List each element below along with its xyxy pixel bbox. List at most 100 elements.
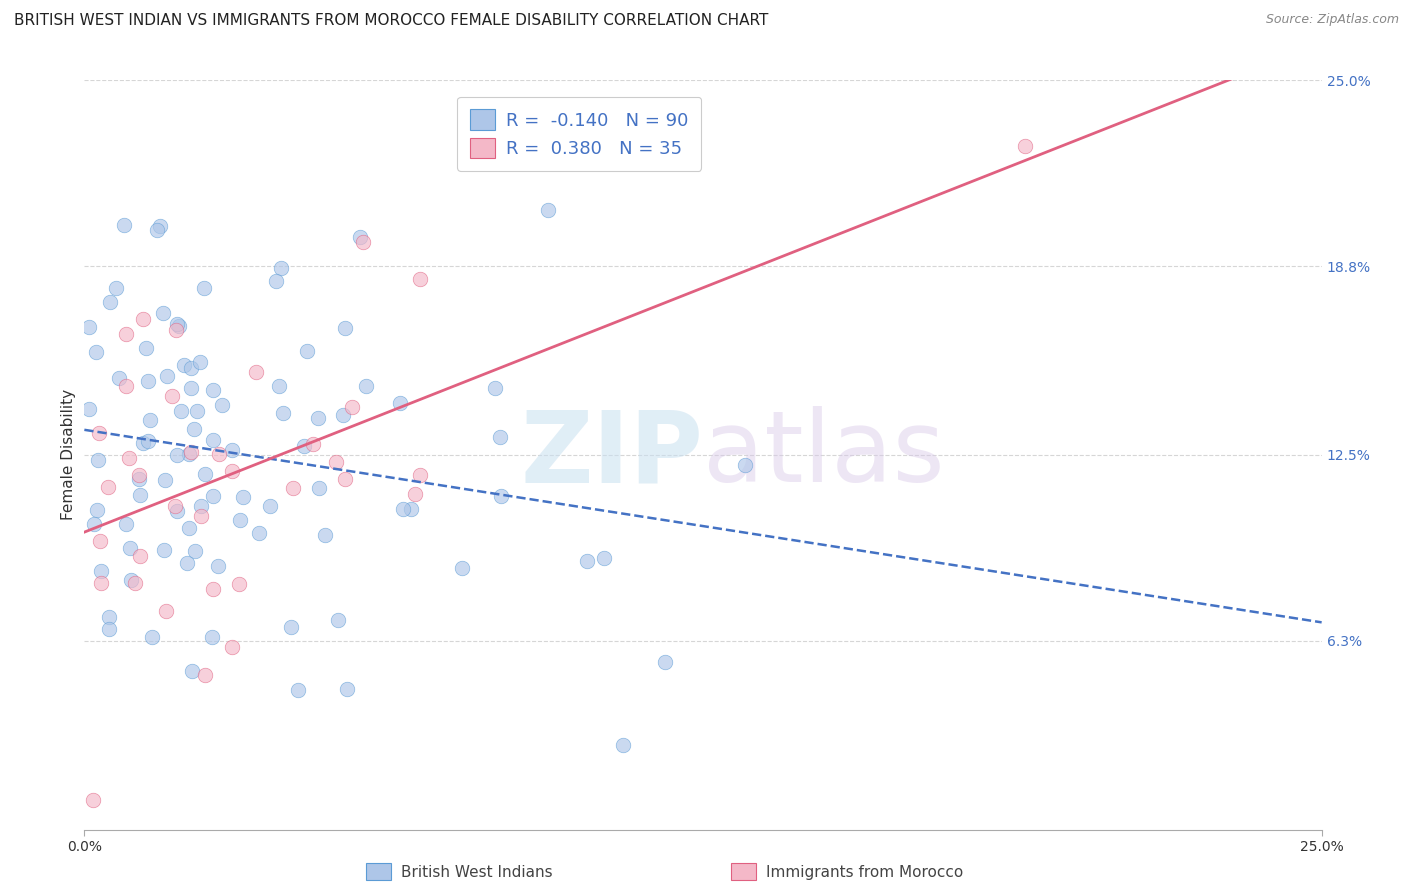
Point xyxy=(194,467,217,481)
Legend: R =  -0.140   N = 90, R =  0.380   N = 35: R = -0.140 N = 90, R = 0.380 N = 35 xyxy=(457,97,702,171)
Point xyxy=(211,398,233,412)
Point xyxy=(245,365,267,379)
Point xyxy=(190,499,212,513)
Point xyxy=(294,439,316,453)
Point xyxy=(186,404,208,418)
Point xyxy=(84,344,107,359)
Point xyxy=(228,576,250,591)
Point xyxy=(166,449,188,463)
Point xyxy=(408,272,430,286)
Text: British West Indians: British West Indians xyxy=(401,865,553,880)
Point xyxy=(194,668,217,682)
Point xyxy=(82,792,104,806)
Point xyxy=(152,306,174,320)
Point xyxy=(335,681,357,696)
Point xyxy=(108,371,131,385)
Point xyxy=(177,447,200,461)
Point xyxy=(160,389,183,403)
Point xyxy=(166,323,188,337)
Point xyxy=(332,409,354,423)
Point xyxy=(181,665,204,679)
Point xyxy=(221,464,243,478)
Point xyxy=(138,374,160,388)
Point xyxy=(98,294,121,309)
Point xyxy=(141,630,163,644)
Point xyxy=(388,396,411,410)
Point xyxy=(128,468,150,483)
Point xyxy=(281,481,304,495)
Point xyxy=(201,489,224,503)
Point xyxy=(156,369,179,384)
Point xyxy=(155,604,177,618)
Point xyxy=(335,321,357,335)
Text: ZIP: ZIP xyxy=(520,407,703,503)
Point xyxy=(484,381,506,395)
Point xyxy=(592,550,614,565)
Text: atlas: atlas xyxy=(703,407,945,503)
Point xyxy=(489,489,512,503)
Point xyxy=(115,516,138,531)
Point xyxy=(201,383,224,397)
Text: Source: ZipAtlas.com: Source: ZipAtlas.com xyxy=(1265,13,1399,27)
Point xyxy=(136,434,159,448)
Point xyxy=(104,281,127,295)
Point xyxy=(307,411,329,425)
Point xyxy=(90,564,112,578)
Point xyxy=(153,474,176,488)
Text: BRITISH WEST INDIAN VS IMMIGRANTS FROM MOROCCO FEMALE DISABILITY CORRELATION CHA: BRITISH WEST INDIAN VS IMMIGRANTS FROM M… xyxy=(14,13,769,29)
Point xyxy=(314,528,336,542)
Point xyxy=(392,502,415,516)
Point xyxy=(118,541,141,555)
Point xyxy=(356,379,378,393)
Point xyxy=(86,503,108,517)
Point xyxy=(399,502,422,516)
Point xyxy=(308,481,330,495)
Point xyxy=(264,273,287,287)
Point xyxy=(280,620,302,634)
Point xyxy=(114,378,136,392)
Point xyxy=(166,317,188,331)
Point xyxy=(135,341,157,355)
Point xyxy=(188,355,211,369)
Point xyxy=(259,500,281,514)
Point xyxy=(488,430,510,444)
Point xyxy=(404,486,426,500)
Point xyxy=(90,575,112,590)
Point xyxy=(287,682,309,697)
Point xyxy=(118,451,141,466)
Point xyxy=(138,413,160,427)
Point xyxy=(129,488,152,502)
Point xyxy=(302,437,325,451)
Point xyxy=(169,404,191,418)
Point xyxy=(112,219,135,233)
Point xyxy=(267,379,290,393)
Point xyxy=(132,436,155,450)
Point xyxy=(115,326,138,341)
Point xyxy=(83,517,105,532)
Point xyxy=(221,443,243,458)
Point xyxy=(120,573,142,587)
Point xyxy=(295,343,318,358)
Point xyxy=(124,576,146,591)
Point xyxy=(202,582,225,596)
Point xyxy=(176,556,198,570)
Point xyxy=(79,402,101,417)
Point xyxy=(190,508,212,523)
Point xyxy=(180,381,202,395)
Point xyxy=(270,261,292,276)
Point xyxy=(333,472,356,486)
Point xyxy=(177,521,200,535)
Point xyxy=(183,421,205,435)
Point xyxy=(352,235,374,249)
Point xyxy=(184,544,207,558)
Point xyxy=(146,223,169,237)
Point xyxy=(173,359,195,373)
Point xyxy=(98,610,121,624)
Point xyxy=(229,513,252,527)
Point xyxy=(89,533,111,548)
Point xyxy=(153,543,176,558)
Point xyxy=(342,400,364,414)
Point xyxy=(326,613,349,627)
Point xyxy=(128,549,150,563)
Point xyxy=(128,472,150,486)
